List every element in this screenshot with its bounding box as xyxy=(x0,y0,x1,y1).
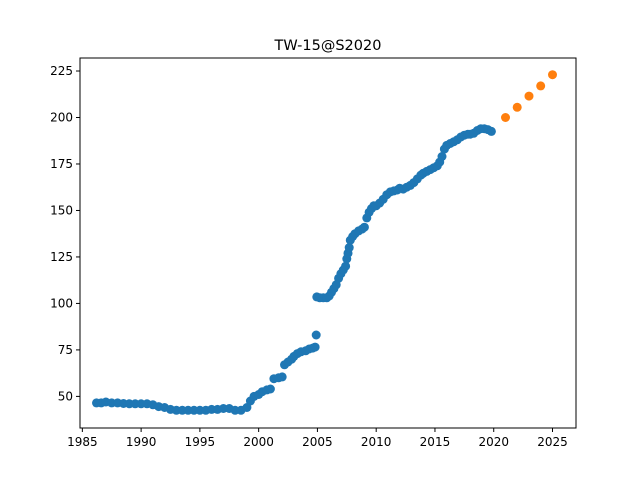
data-point-s1-0 xyxy=(501,113,510,122)
data-point-s0-46 xyxy=(311,330,321,340)
y-tick-label: 100 xyxy=(50,296,73,310)
y-axis: 50 75 100 125 150 175 200 225 xyxy=(50,64,80,403)
x-tick-label: 2020 xyxy=(478,435,509,449)
data-point-s1-3 xyxy=(536,81,546,91)
data-points xyxy=(92,70,557,415)
y-tick-label: 150 xyxy=(50,203,73,217)
y-tick-label: 125 xyxy=(50,250,73,264)
data-point-s0-45 xyxy=(310,342,320,352)
y-tick-label: 175 xyxy=(50,157,73,171)
y-tick-label: 225 xyxy=(50,64,73,78)
x-tick-label: 2015 xyxy=(420,435,451,449)
y-tick-label: 200 xyxy=(50,110,73,124)
y-tick-label: 75 xyxy=(58,343,73,357)
x-tick-label: 2010 xyxy=(361,435,392,449)
data-point-s1-1 xyxy=(512,102,522,112)
y-tick-label: 50 xyxy=(58,389,73,403)
data-point-s0-92 xyxy=(437,152,447,161)
x-tick-label: 1985 xyxy=(67,435,98,449)
x-tick-label: 2000 xyxy=(243,435,274,449)
data-point-s0-61 xyxy=(344,243,354,253)
data-point-s1-4 xyxy=(548,70,557,80)
x-tick-label: 2025 xyxy=(537,435,568,449)
data-point-s0-67 xyxy=(359,222,369,232)
x-tick-label: 1995 xyxy=(185,435,216,449)
data-point-s0-107 xyxy=(486,126,496,136)
plot-frame xyxy=(79,57,577,429)
x-axis: 1985 1990 1995 2000 2005 2010 2015 2020 2025 xyxy=(67,428,568,449)
data-point-s0-32 xyxy=(265,384,275,394)
x-tick-label: 1990 xyxy=(126,435,157,449)
x-tick-label: 2005 xyxy=(302,435,333,449)
data-point-s0-58 xyxy=(341,261,351,271)
data-point-s0-35 xyxy=(277,372,287,382)
chart-title: TW-15@S2020 xyxy=(274,38,382,54)
data-point-s1-2 xyxy=(524,91,534,101)
